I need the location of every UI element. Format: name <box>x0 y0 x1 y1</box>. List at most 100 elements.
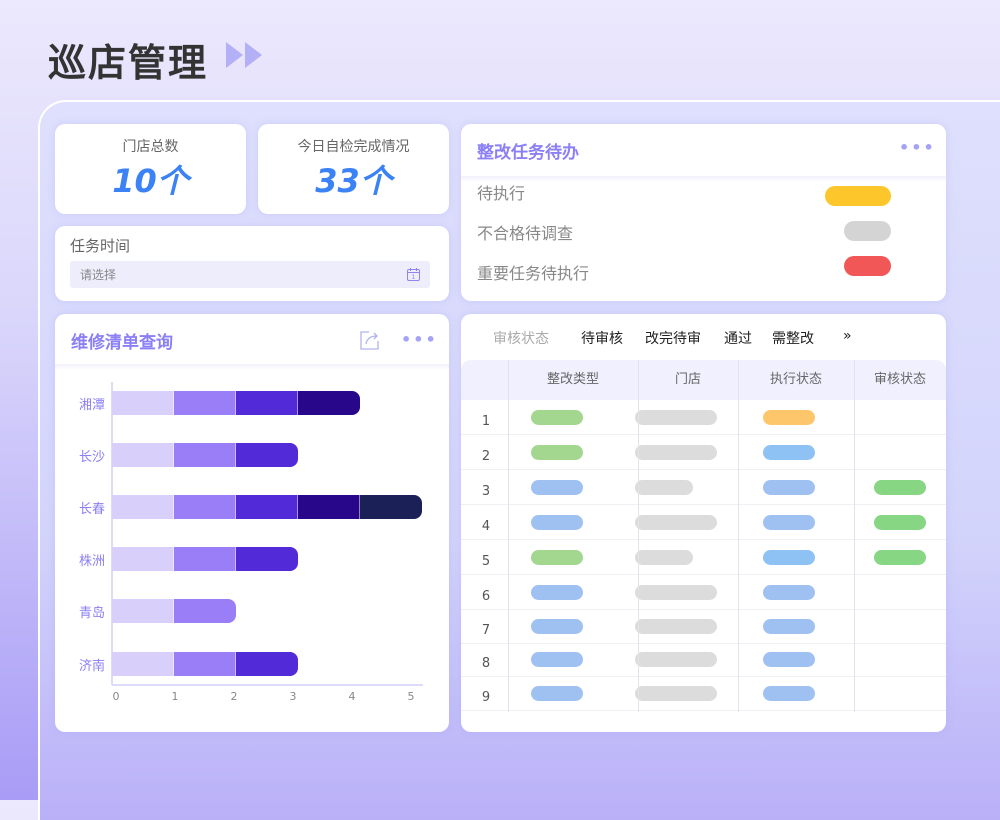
audit-status-pill <box>874 514 926 530</box>
type-pill <box>531 584 583 600</box>
store-pill <box>635 549 693 565</box>
tab-passed[interactable]: 通过 <box>724 331 752 347</box>
todo-item-label[interactable]: 重要任务待执行 <box>477 264 590 283</box>
row-index: 6 <box>481 588 491 604</box>
y-tick-label: 湘潭 <box>78 398 105 413</box>
bar-segment[interactable] <box>174 495 236 519</box>
store-pill <box>635 584 717 600</box>
todo-item-label[interactable]: 待执行 <box>477 184 526 203</box>
type-pill <box>531 549 583 565</box>
table-row[interactable]: 4 <box>461 505 946 540</box>
tab-fixed-pending[interactable]: 改完待审 <box>645 331 701 347</box>
audit-filter-label: 审核状态 <box>493 331 549 347</box>
todo-item-label[interactable]: 不合格待调查 <box>477 224 574 243</box>
exec-status-pill <box>763 618 815 634</box>
todo-status-pill <box>825 186 891 206</box>
bar-segment[interactable] <box>298 495 360 519</box>
tab-pending-audit[interactable]: 待审核 <box>581 331 623 347</box>
store-pill <box>635 479 693 495</box>
y-tick-label: 济南 <box>78 659 105 674</box>
more-icon[interactable]: ••• <box>401 330 438 349</box>
type-pill <box>531 444 583 460</box>
row-index: 7 <box>481 622 491 638</box>
store-pill <box>635 685 717 701</box>
bar-segment[interactable] <box>236 652 298 676</box>
table-row[interactable]: 1 <box>461 400 946 435</box>
column-header[interactable]: 门店 <box>674 372 701 387</box>
type-pill <box>531 652 583 668</box>
bar-segment[interactable] <box>174 391 236 415</box>
bar-segment[interactable] <box>236 547 298 571</box>
task-time-input[interactable]: 请选择 1 <box>70 261 430 288</box>
bar-segment[interactable] <box>174 599 236 623</box>
bar-segment[interactable] <box>112 652 174 676</box>
x-tick-label: 4 <box>348 690 356 703</box>
row-index: 3 <box>481 483 491 499</box>
more-tabs-button[interactable]: » <box>843 328 852 344</box>
store-pill <box>635 618 717 634</box>
type-pill <box>531 618 583 634</box>
table-row[interactable]: 7 <box>461 610 946 644</box>
share-icon[interactable] <box>360 330 380 350</box>
stat-value: 33个 <box>315 162 392 200</box>
more-icon[interactable]: ••• <box>899 138 936 157</box>
table-row[interactable]: 5 <box>461 540 946 575</box>
bar-segment[interactable] <box>236 495 298 519</box>
store-pill <box>635 444 717 460</box>
table-row[interactable]: 2 <box>461 435 946 470</box>
table-row[interactable]: 3 <box>461 470 946 505</box>
row-index: 2 <box>481 448 491 464</box>
y-tick-label: 长春 <box>78 502 105 517</box>
y-tick-label: 青岛 <box>78 606 105 621</box>
calendar-icon[interactable]: 1 <box>406 267 421 282</box>
audit-status-pill <box>874 479 926 495</box>
stat-label: 门店总数 <box>122 139 179 155</box>
x-tick-label: 5 <box>407 690 415 703</box>
exec-status-pill <box>763 584 815 600</box>
bar-segment[interactable] <box>360 495 422 519</box>
bar-segment[interactable] <box>236 391 298 415</box>
todo-status-pill <box>844 256 891 276</box>
type-pill <box>531 479 583 495</box>
column-header[interactable]: 执行状态 <box>769 372 822 387</box>
table-row[interactable]: 9 <box>461 677 946 711</box>
tab-needs-fix[interactable]: 需整改 <box>772 331 814 347</box>
bar-segment[interactable] <box>112 547 174 571</box>
bar-segment[interactable] <box>174 443 236 467</box>
exec-status-pill <box>763 409 815 425</box>
column-header[interactable]: 整改类型 <box>546 372 599 387</box>
row-index: 4 <box>481 518 491 534</box>
bar-segment[interactable] <box>112 391 174 415</box>
bar-segment[interactable] <box>236 443 298 467</box>
repair-bar-chart <box>111 382 423 686</box>
row-index: 5 <box>481 553 491 569</box>
divider <box>461 176 946 182</box>
table-header <box>461 360 946 400</box>
bar-segment[interactable] <box>174 547 236 571</box>
table-row[interactable]: 8 <box>461 644 946 677</box>
todo-status-pill <box>844 221 891 241</box>
store-pill <box>635 409 717 425</box>
bar-segment[interactable] <box>298 391 360 415</box>
type-pill <box>531 685 583 701</box>
audit-status-pill <box>874 549 926 565</box>
column-header[interactable]: 审核状态 <box>873 372 926 387</box>
table-row[interactable]: 6 <box>461 575 946 610</box>
exec-status-pill <box>763 479 815 495</box>
bar-segment[interactable] <box>112 599 174 623</box>
bar-segment[interactable] <box>174 652 236 676</box>
bar-segment[interactable] <box>112 443 174 467</box>
x-tick-label: 3 <box>289 690 297 703</box>
exec-status-pill <box>763 514 815 530</box>
double-play-icon <box>226 42 262 68</box>
bar-segment[interactable] <box>112 495 174 519</box>
y-tick-label: 株洲 <box>78 554 105 569</box>
exec-status-pill <box>763 444 815 460</box>
page-title: 巡店管理 <box>48 41 209 85</box>
stat-value: 10个 <box>112 162 189 200</box>
store-pill <box>635 514 717 530</box>
svg-text:1: 1 <box>412 274 416 281</box>
y-tick-label: 长沙 <box>78 450 105 465</box>
exec-status-pill <box>763 652 815 668</box>
task-time-placeholder: 请选择 <box>80 268 117 282</box>
